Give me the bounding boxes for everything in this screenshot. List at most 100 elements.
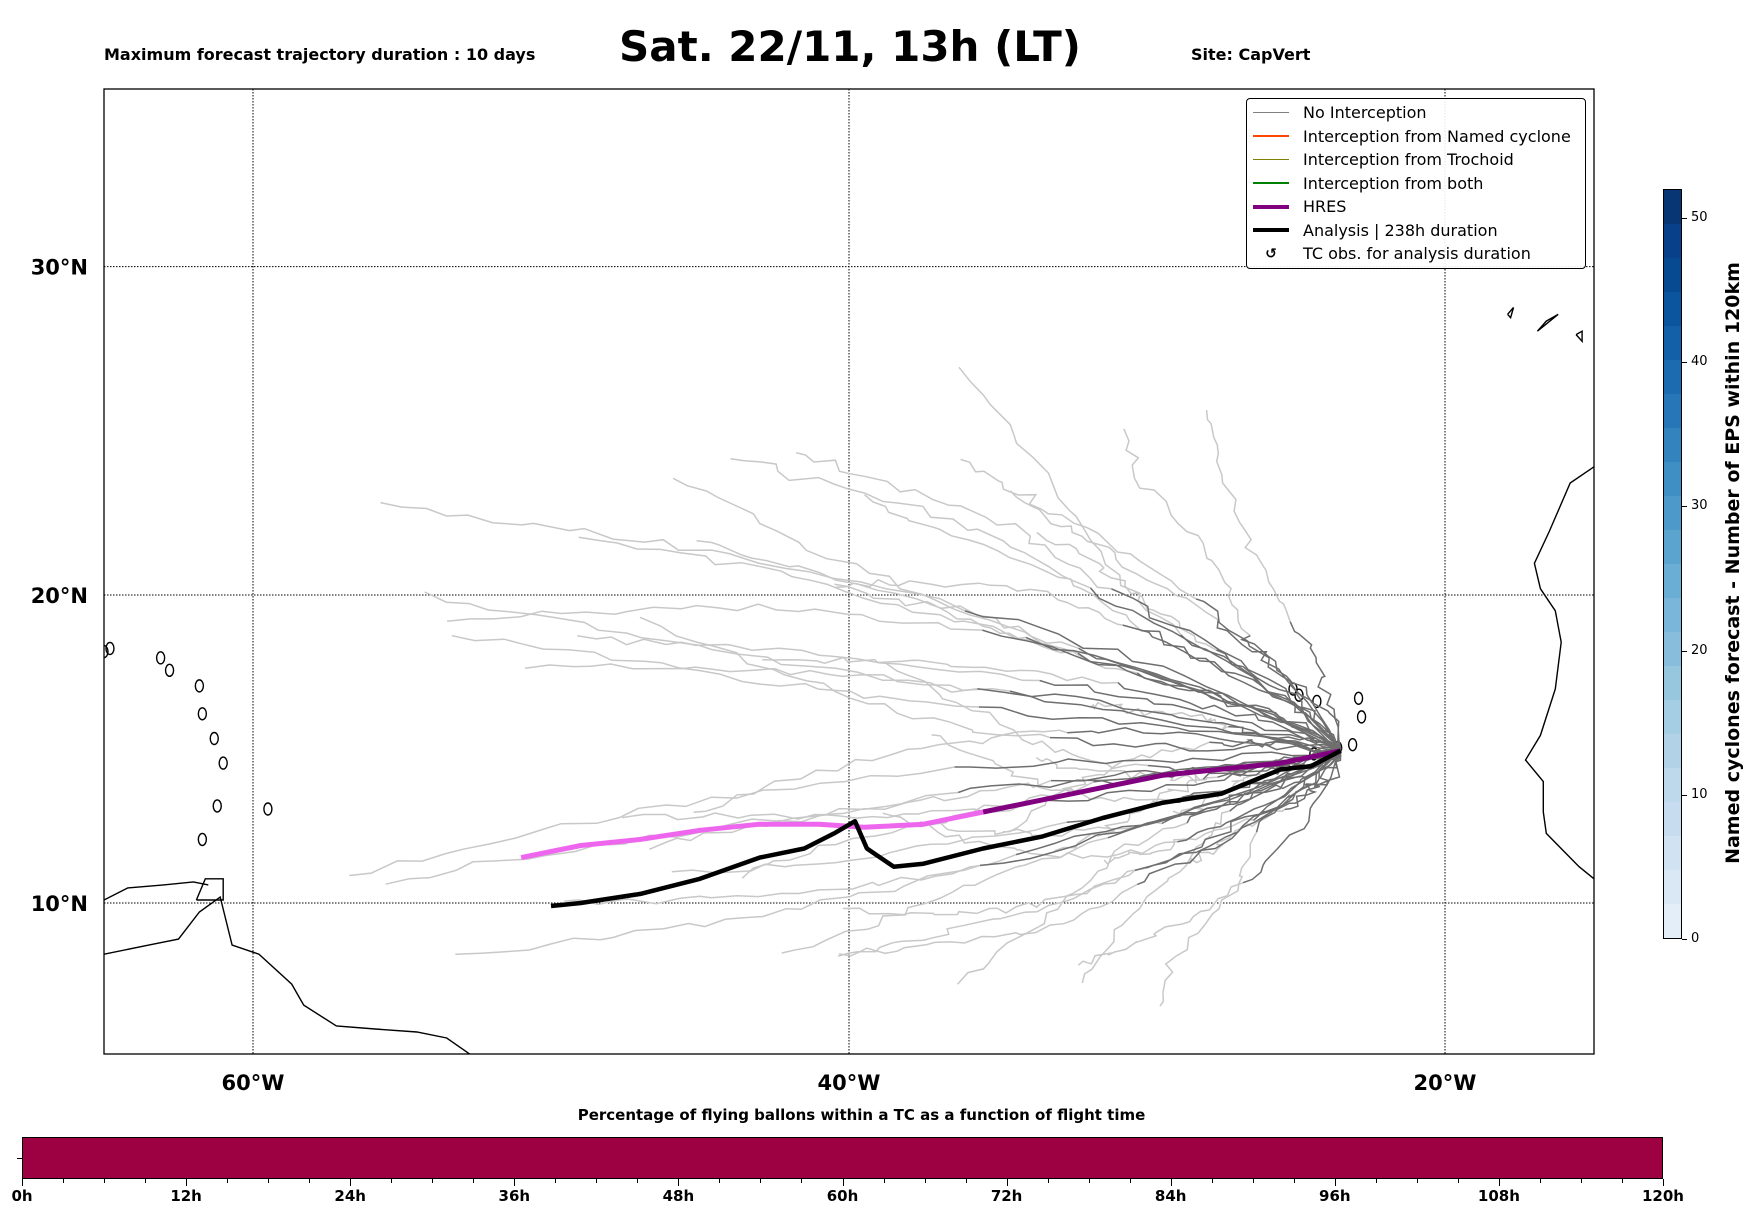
- legend-label: Interception from Named cyclone: [1303, 126, 1571, 146]
- legend-label: Analysis | 238h duration: [1303, 220, 1498, 240]
- timeline-tick: [1375, 1179, 1377, 1183]
- timeline-bar-fill: [23, 1138, 1662, 1178]
- timeline-tick: [1047, 1179, 1049, 1183]
- eps-trajectory-far: [349, 766, 955, 877]
- lat-tick-label: 30°N: [31, 256, 88, 280]
- eps-trajectory-near: [1195, 598, 1342, 754]
- legend-item: Analysis | 238h duration: [1247, 219, 1498, 242]
- timeline-tick-label: 12h: [170, 1187, 202, 1205]
- eps-trajectory-far: [931, 734, 1183, 802]
- colorbar-segment: [1664, 462, 1681, 496]
- timeline-tick: [883, 1179, 885, 1183]
- lat-tick-label: 10°N: [31, 892, 88, 916]
- lon-tick-label: 60°W: [222, 1071, 285, 1095]
- timeline-y-tick: [17, 1158, 22, 1159]
- colorbar-segment: [1664, 632, 1681, 666]
- timeline-tick: [309, 1179, 311, 1183]
- colorbar-title: Named cyclones forecast - Number of EPS …: [1722, 262, 1744, 864]
- timeline-tick: [1416, 1179, 1418, 1183]
- page-title: Sat. 22/11, 13h (LT): [0, 22, 1700, 71]
- legend-line-swatch: [1253, 111, 1289, 114]
- legend-label: No Interception: [1303, 103, 1427, 122]
- timeline-tick: [1088, 1179, 1090, 1183]
- coastline-path: [1507, 307, 1515, 320]
- colorbar-segment: [1664, 836, 1681, 870]
- colorbar-tick: [1682, 939, 1687, 940]
- colorbar-segment: [1664, 734, 1681, 768]
- island-outline: [218, 756, 228, 770]
- analysis-track: [550, 748, 1342, 909]
- timeline-tick: [145, 1179, 147, 1183]
- legend-line-swatch: [1253, 182, 1289, 184]
- timeline-tick: [719, 1179, 721, 1183]
- timeline-tick: [22, 1179, 23, 1186]
- legend-line-icon: [1253, 135, 1289, 137]
- colorbar-segment: [1664, 496, 1681, 530]
- legend-item: No Interception: [1247, 101, 1427, 124]
- timeline-tick-label: 72h: [990, 1187, 1023, 1205]
- timeline-tick: [1006, 1179, 1008, 1186]
- legend-item: Interception from Trochoid: [1247, 148, 1514, 171]
- colorbar-segment: [1664, 394, 1681, 428]
- legend-item: ↺ TC obs. for analysis duration: [1247, 242, 1531, 265]
- timeline-tick: [801, 1179, 803, 1183]
- timeline-tick: [1457, 1179, 1459, 1183]
- eps-trajectory-far: [1002, 741, 1210, 833]
- timeline-tick: [1539, 1179, 1541, 1183]
- eps-trajectory-near: [978, 706, 1341, 749]
- eps-trajectory-near: [1289, 621, 1342, 750]
- colorbar-segment: [1664, 530, 1681, 564]
- eps-trajectory-near: [1122, 624, 1342, 749]
- eps-trajectory-near: [954, 747, 1341, 769]
- legend-line-swatch: [1253, 158, 1289, 161]
- colorbar-segment: [1664, 768, 1681, 802]
- legend-label: Interception from both: [1303, 173, 1484, 193]
- eps-trajectory-near: [1117, 682, 1342, 755]
- island-outline: [164, 663, 175, 678]
- eps-trajectory-near: [1216, 649, 1342, 754]
- eps-trajectory-far: [577, 635, 1040, 682]
- island-outline: [1353, 691, 1364, 706]
- legend-item: Interception from both: [1247, 172, 1483, 195]
- colorbar-tick-label: 30: [1691, 498, 1708, 514]
- colorbar-tick: [1682, 362, 1687, 364]
- map-frame: [103, 88, 1595, 1055]
- eps-trajectory-far: [864, 494, 1142, 632]
- legend-line-swatch: [1253, 228, 1289, 232]
- legend-label: Interception from Trochoid: [1303, 150, 1514, 169]
- coastline-path: [104, 895, 471, 1054]
- eps-trajectory-near: [1216, 619, 1342, 754]
- colorbar-tick-label: 0: [1691, 931, 1700, 946]
- eps-trajectory-near: [1009, 690, 1341, 750]
- timeline-bar: [22, 1137, 1663, 1179]
- eps-trajectory-near: [1180, 634, 1342, 754]
- eps-trajectory-far: [730, 458, 1091, 589]
- island-outline: [1294, 688, 1304, 702]
- colorbar-segment: [1664, 326, 1681, 360]
- eps-trajectory-far: [1123, 428, 1251, 637]
- timeline-title: Percentage of flying ballons within a TC…: [577, 1106, 1146, 1124]
- eps-trajectory-far: [1205, 410, 1291, 622]
- info-line: Site: CapVert: [1191, 45, 1311, 64]
- legend-line-swatch: [1253, 135, 1289, 137]
- eps-trajectory-far: [956, 822, 1188, 985]
- timeline-tick-label: 96h: [1319, 1187, 1351, 1205]
- island-outline: [105, 641, 115, 656]
- eps-trajectory-far: [1081, 810, 1230, 984]
- eps-trajectory-near: [1078, 647, 1342, 753]
- colorbar-segment: [1664, 598, 1681, 632]
- legend-item: Interception from Named cyclone: [1247, 125, 1571, 148]
- eps-trajectory-far: [455, 864, 981, 955]
- colorbar-tick: [1682, 650, 1687, 652]
- eps-trajectory-near: [1137, 748, 1342, 886]
- eps-trajectory-far: [781, 837, 1109, 954]
- timeline-tick: [350, 1179, 352, 1186]
- colorbar-tick-label: 50: [1691, 209, 1708, 225]
- legend-line-icon: [1253, 182, 1289, 184]
- timeline-tick: [1334, 1179, 1336, 1186]
- eps-trajectory-far: [1077, 881, 1244, 966]
- eps-trajectory-near: [1049, 736, 1341, 753]
- island-outline: [212, 799, 222, 813]
- island-outline: [197, 707, 208, 721]
- timeline-tick-label: 36h: [498, 1187, 531, 1205]
